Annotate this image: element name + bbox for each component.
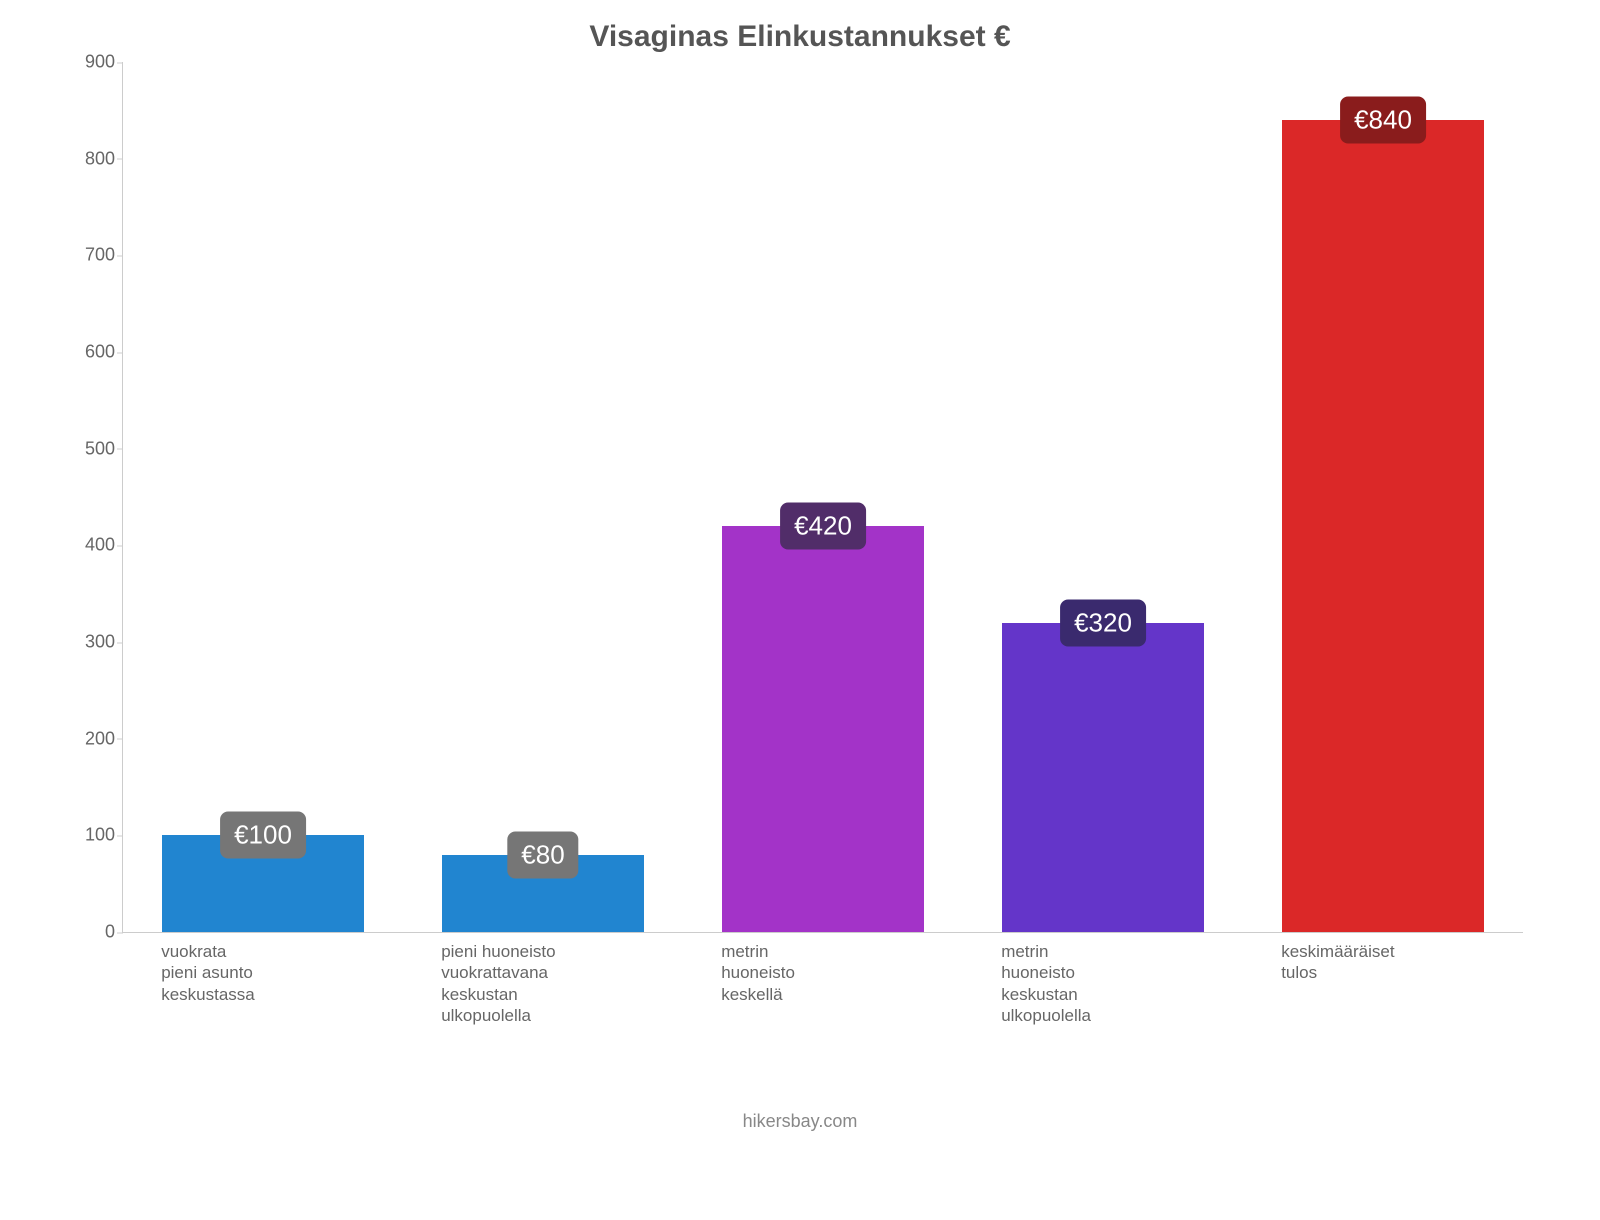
bar-value-label: €80 [507,831,578,878]
bar-value-label: €320 [1060,599,1146,646]
bar-value-label: €100 [220,812,306,859]
bar-value-label: €840 [1340,97,1426,144]
y-tick: 300 [63,632,115,653]
x-category-label: keskimääräisettulos [1281,941,1483,984]
bar-value-label: €420 [780,503,866,550]
chart-title: Visaginas Elinkustannukset € [50,20,1550,54]
y-tick: 800 [63,148,115,169]
y-tick: 700 [63,245,115,266]
y-tick: 200 [63,728,115,749]
cost-of-living-chart: Visaginas Elinkustannukset € 0 100 200 300 4… [50,20,1550,1140]
bar: €420 [722,526,924,932]
y-tick: 500 [63,438,115,459]
y-tick: 900 [63,52,115,73]
y-tick: 0 [63,922,115,943]
x-category-label: metrinhuoneistokeskellä [721,941,923,1005]
x-category-label: metrinhuoneistokeskustanulkopuolella [1001,941,1203,1026]
bar: €840 [1282,120,1484,932]
x-category-label: pieni huoneistovuokrattavanakeskustanulk… [441,941,643,1026]
bar: €100 [162,835,364,932]
bar: €320 [1002,623,1204,932]
y-tick: 600 [63,342,115,363]
bar: €80 [442,855,644,932]
x-category-label: vuokratapieni asuntokeskustassa [161,941,363,1005]
y-tick: 100 [63,825,115,846]
chart-source-footer: hikersbay.com [50,1111,1550,1132]
plot-area: 0100200300400500600700800900€100€80€420€… [122,62,1523,933]
y-tick: 400 [63,535,115,556]
